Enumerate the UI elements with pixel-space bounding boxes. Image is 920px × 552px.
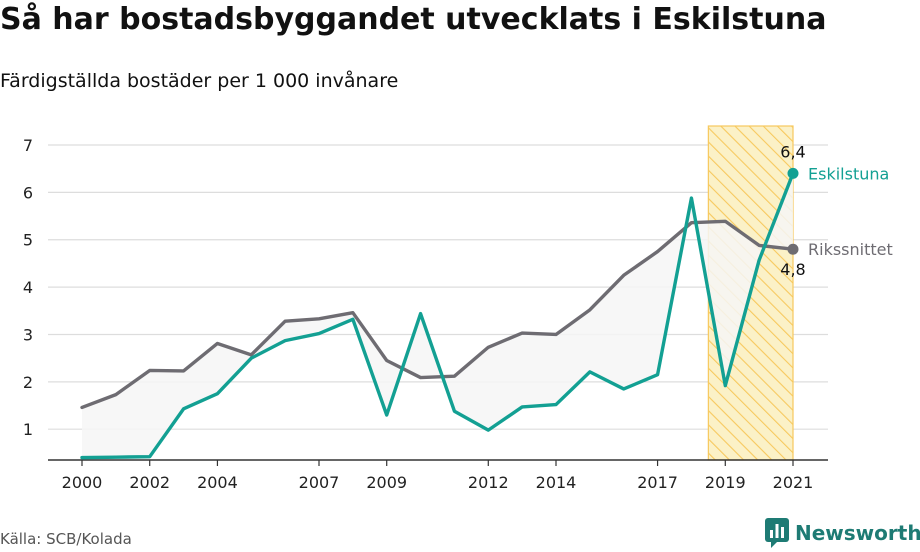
x-tick-label: 2007 (299, 473, 340, 492)
x-tick-label: 2019 (705, 473, 746, 492)
series-end-point-eskilstuna (787, 167, 799, 179)
chart-subtitle: Färdigställda bostäder per 1 000 invånar… (0, 70, 399, 92)
x-tick-label: 2002 (129, 473, 170, 492)
y-tick-label: 7 (23, 136, 33, 155)
series-end-value-label: 4,8 (780, 260, 805, 279)
x-tick-label: 2009 (366, 473, 407, 492)
brand-name: Newsworthy (795, 521, 920, 545)
y-tick-label: 3 (23, 325, 33, 344)
y-tick-label: 6 (23, 183, 33, 202)
series-name-label: Eskilstuna (808, 164, 889, 183)
y-tick-label: 1 (23, 420, 33, 439)
y-tick-label: 5 (23, 231, 33, 250)
series-end-point-rikssnittet (787, 243, 799, 255)
y-tick-label: 2 (23, 373, 33, 392)
series-line-rikssnittet (80, 219, 795, 410)
series-gap-area (82, 173, 793, 458)
x-tick-label: 2014 (536, 473, 577, 492)
chart-title: Så har bostadsbyggandet utvecklats i Esk… (0, 2, 827, 37)
series-line-eskilstuna (80, 171, 795, 460)
x-tick-label: 2012 (468, 473, 509, 492)
x-tick-label: 2021 (773, 473, 814, 492)
x-tick-label: 2017 (637, 473, 678, 492)
x-tick-label: 2000 (62, 473, 103, 492)
newsworthy-logo-icon (765, 518, 789, 548)
y-tick-label: 4 (23, 278, 33, 297)
source-note: Källa: SCB/Kolada (0, 530, 132, 548)
newsworthy-brand[interactable]: Newsworthy (765, 518, 920, 548)
series-name-label: Rikssnittet (808, 240, 893, 259)
series-end-value-label: 6,4 (780, 142, 805, 161)
x-tick-label: 2004 (197, 473, 238, 492)
